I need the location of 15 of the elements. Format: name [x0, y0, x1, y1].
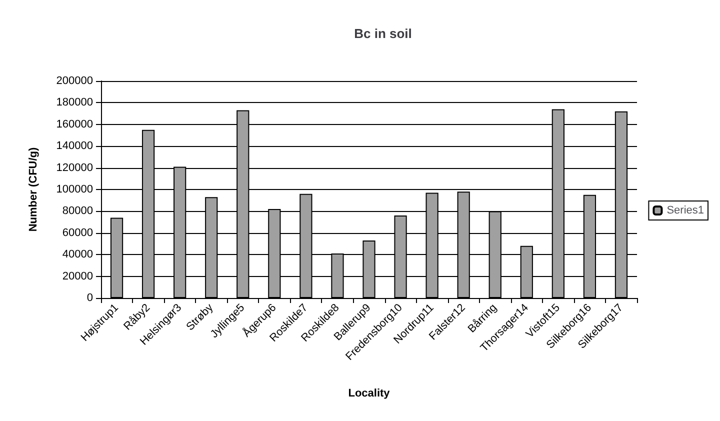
y-tick-label: 40000 [62, 248, 93, 261]
y-tick-label: 60000 [62, 226, 93, 239]
y-tick-label: 160000 [56, 118, 93, 130]
y-axis-title: Number (CFU/g) [28, 147, 40, 232]
y-tick-label: 140000 [56, 140, 93, 152]
x-axis-title: Locality [348, 388, 391, 400]
chart-title: Bc in soil [354, 26, 412, 41]
y-tick-label: 20000 [62, 270, 93, 282]
legend-label: Series1 [666, 204, 704, 216]
y-tick-label: 200000 [56, 75, 93, 87]
y-tick-label: 100000 [56, 184, 93, 196]
y-tick-label: 80000 [62, 205, 93, 218]
y-tick-label: 120000 [56, 162, 93, 174]
y-tick-label: 0 [86, 292, 93, 304]
y-tick-label: 180000 [56, 96, 93, 109]
